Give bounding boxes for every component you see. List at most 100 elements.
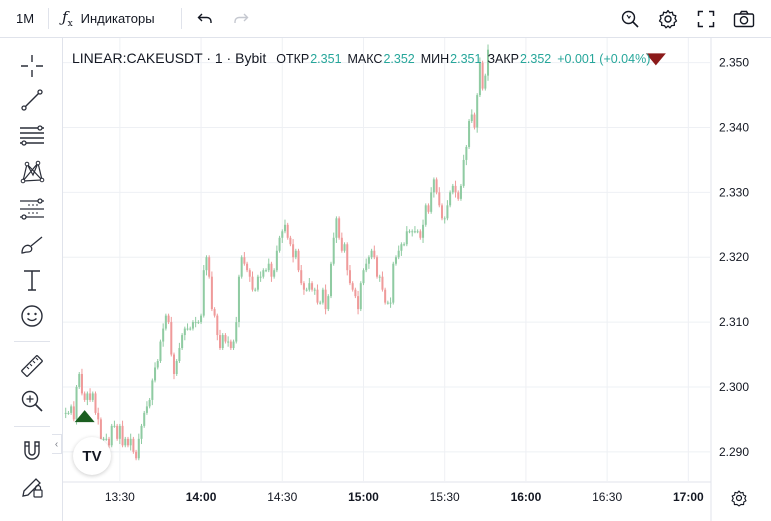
candle-down <box>457 192 460 199</box>
candle-up <box>468 121 471 147</box>
low-label: МИН <box>420 52 450 66</box>
candle-down <box>373 250 376 258</box>
candle-down <box>94 393 97 413</box>
lock-drawings-tool[interactable] <box>16 471 48 503</box>
indicators-button[interactable]: ƒx Индикаторы <box>62 0 155 37</box>
candle-down <box>440 205 444 219</box>
high-label: МАКС <box>347 52 383 66</box>
candle-up <box>75 386 78 420</box>
candle-up <box>151 380 154 400</box>
redo-icon <box>234 13 249 23</box>
candle-up <box>86 393 89 400</box>
indicators-label: Индикаторы <box>80 11 155 26</box>
price-tick-label: 2.310 <box>719 315 749 329</box>
candle-up <box>443 218 446 220</box>
candle-up <box>397 250 400 258</box>
candle-up <box>105 438 108 440</box>
redo-button[interactable] <box>232 0 250 37</box>
candle-up <box>159 341 162 362</box>
candle-up <box>470 114 473 122</box>
candle-up <box>459 185 462 199</box>
pencil-lock-icon <box>22 478 43 498</box>
quick-search-button[interactable] <box>620 0 640 37</box>
candle-down <box>121 425 124 446</box>
top-toolbar: 1M ƒx Индикаторы <box>0 0 771 38</box>
candle-up <box>405 231 408 245</box>
candles <box>64 44 490 461</box>
crosshair-tool[interactable] <box>16 50 48 82</box>
price-axis[interactable]: 2.290 2.300 2.310 2.320 2.330 2.340 2.350 <box>719 56 749 459</box>
candle-up <box>273 270 276 277</box>
candle-up <box>403 244 406 246</box>
toolbar-divider <box>48 8 49 29</box>
candle-down <box>208 257 211 277</box>
text-tool[interactable] <box>16 264 48 296</box>
candle-down <box>246 263 249 271</box>
candle-up <box>178 348 181 362</box>
settings-button[interactable] <box>658 0 678 37</box>
candle-down <box>270 263 273 277</box>
candle-up <box>449 192 452 206</box>
candle-down <box>83 393 86 400</box>
candle-up <box>408 231 411 233</box>
candle-up <box>102 438 105 440</box>
candle-up <box>430 192 433 212</box>
candle-down <box>354 289 357 297</box>
undo-button[interactable] <box>196 0 214 37</box>
time-axis[interactable]: 13:30 14:00 14:30 15:00 15:30 16:00 16:30 17:00 <box>105 490 704 504</box>
fullscreen-button[interactable] <box>697 0 715 37</box>
snapshot-button[interactable] <box>733 0 755 37</box>
candle-up <box>476 95 479 128</box>
candle-up <box>321 289 324 303</box>
fib-retracement-tool[interactable] <box>16 120 48 152</box>
search-icon <box>621 10 639 28</box>
logo-text: TV <box>82 447 102 465</box>
candle-up <box>232 341 235 349</box>
candle-down <box>357 296 360 310</box>
candle-down <box>286 224 289 238</box>
candle-up <box>194 322 197 324</box>
candle-up <box>378 276 381 278</box>
candle-up <box>67 412 70 414</box>
candle-up <box>145 406 148 413</box>
emoji-tool[interactable] <box>16 300 48 332</box>
candle-up <box>78 373 81 387</box>
ruler-tool[interactable] <box>16 350 48 382</box>
candle-down <box>72 406 75 420</box>
candle-up <box>332 237 335 264</box>
collapse-toolbar-button[interactable]: ‹ <box>52 434 62 454</box>
candle-up <box>370 250 373 258</box>
toolbar-divider <box>14 341 50 342</box>
magnet-tool[interactable] <box>16 435 48 467</box>
symbol-title[interactable]: LINEAR:CAKEUSDT · 1 · Bybit <box>72 50 267 66</box>
pattern-tool[interactable] <box>16 156 48 188</box>
interval-button[interactable]: 1M <box>16 0 34 37</box>
candle-down <box>346 244 349 271</box>
axis-settings-button[interactable] <box>731 490 747 507</box>
price-tick-label: 2.320 <box>719 250 749 264</box>
zoom-in-tool[interactable] <box>16 385 48 417</box>
camera-icon <box>733 10 755 27</box>
forecast-tool[interactable] <box>16 193 48 225</box>
price-tick-label: 2.290 <box>719 445 749 459</box>
magnet-icon <box>24 441 40 460</box>
tradingview-logo[interactable]: TV <box>73 437 111 475</box>
candle-up <box>424 205 427 225</box>
price-tick-label: 2.300 <box>719 380 749 394</box>
candle-down <box>216 315 219 336</box>
interval-label: 1M <box>16 11 35 26</box>
candle-down <box>108 438 111 446</box>
candle-down <box>300 270 303 284</box>
symbol-legend: LINEAR:CAKEUSDT · 1 · Bybit ОТКР 2.351 М… <box>72 50 650 66</box>
gear-icon <box>731 490 747 507</box>
price-tick-label: 2.340 <box>719 121 749 135</box>
candle-up <box>422 224 425 238</box>
candle-down <box>292 244 295 258</box>
undo-icon <box>197 13 212 23</box>
candle-up <box>137 438 140 459</box>
trend-line-tool[interactable] <box>16 84 48 116</box>
crosshair-icon <box>21 55 43 77</box>
candle-down <box>210 276 213 310</box>
brush-tool[interactable] <box>16 229 48 261</box>
